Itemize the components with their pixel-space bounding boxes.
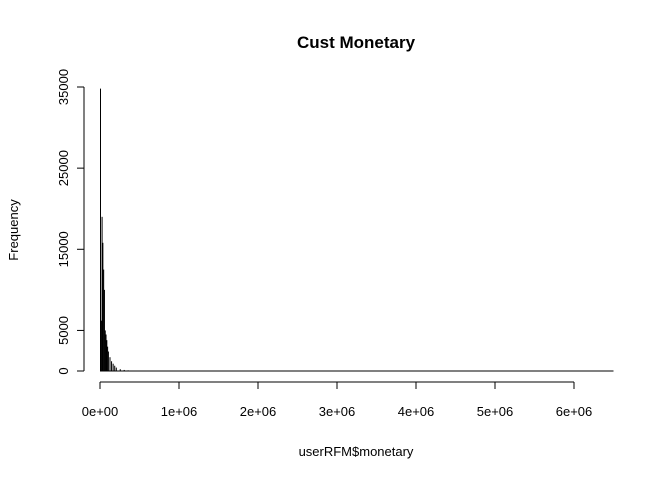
histogram-bar xyxy=(103,269,105,371)
histogram-bar xyxy=(123,369,125,371)
histogram-bar xyxy=(127,370,129,371)
x-tick-label: 4e+06 xyxy=(398,404,435,419)
histogram-bar xyxy=(102,242,104,371)
y-tick-label: 5000 xyxy=(56,316,71,345)
histogram-bar xyxy=(112,363,114,371)
x-tick-label: 1e+06 xyxy=(161,404,198,419)
x-tick-label: 0e+00 xyxy=(82,404,119,419)
histogram-bar xyxy=(100,88,101,371)
histogram-bar xyxy=(115,367,117,371)
histogram-bar xyxy=(100,320,102,371)
histogram-bar xyxy=(106,340,108,371)
histogram-bar xyxy=(107,351,109,371)
histogram-bar xyxy=(111,361,113,371)
y-axis-label: Frequency xyxy=(6,199,21,261)
x-tick-label: 3e+06 xyxy=(319,404,356,419)
histogram-bar xyxy=(109,357,111,371)
histogram-bar xyxy=(105,334,107,371)
y-tick-label: 0 xyxy=(56,367,71,374)
histogram-bar xyxy=(114,365,116,371)
y-tick-label: 25000 xyxy=(56,150,71,186)
y-tick-label: 35000 xyxy=(56,69,71,105)
histogram-bar xyxy=(101,216,103,371)
chart-title: Cust Monetary xyxy=(297,33,416,52)
x-tick-label: 2e+06 xyxy=(240,404,277,419)
histogram-bar xyxy=(119,369,121,371)
histogram-bar xyxy=(107,346,109,371)
y-tick-label: 15000 xyxy=(56,231,71,267)
plot-area xyxy=(100,88,614,372)
histogram-bar xyxy=(103,289,105,371)
x-tick-label: 5e+06 xyxy=(477,404,514,419)
x-axis-label: userRFM$monetary xyxy=(299,444,414,459)
histogram-bar xyxy=(104,330,106,371)
x-axis-ticks: 0e+00 1e+06 2e+06 3e+06 4e+06 5e+06 6e+06 xyxy=(82,382,593,419)
y-axis-ticks: 0 5000 15000 25000 35000 xyxy=(56,69,84,375)
x-tick-label: 6e+06 xyxy=(556,404,593,419)
